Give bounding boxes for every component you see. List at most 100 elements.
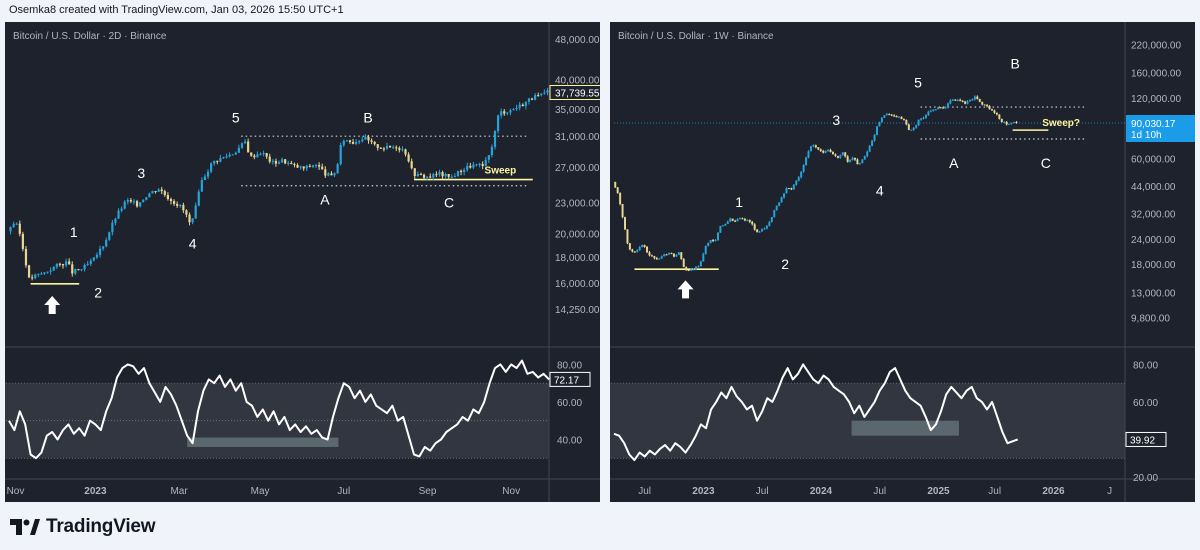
candle-body <box>324 169 327 176</box>
candle-body <box>939 107 942 109</box>
candle-body <box>873 134 876 141</box>
candle-body <box>807 151 810 158</box>
candle-body <box>83 264 86 270</box>
candle-body <box>780 197 783 203</box>
tradingview-logo[interactable]: TradingView <box>10 516 156 538</box>
tradingview-logo-icon <box>10 519 40 535</box>
candle-body <box>24 248 28 266</box>
candle-body <box>163 191 166 195</box>
candle-body <box>379 147 382 149</box>
candle-body <box>790 188 793 190</box>
candle-body <box>481 163 484 166</box>
candle-body <box>621 203 624 218</box>
candle-body <box>956 99 959 101</box>
candle-body <box>949 100 952 104</box>
candle-body <box>466 165 469 170</box>
time-tick-label: 2024 <box>810 486 833 497</box>
candle-body <box>407 154 410 162</box>
candle-body <box>506 112 509 114</box>
candle-body <box>675 254 678 257</box>
candle-body <box>765 225 768 229</box>
candle-body <box>345 140 348 142</box>
candle-body <box>234 152 237 155</box>
candle-body <box>944 107 947 109</box>
chart-panel-2d[interactable]: Bitcoin / U.S. Dollar · 2D · Binance 48,0… <box>5 22 600 502</box>
candle-body <box>633 251 636 253</box>
candle-body <box>296 164 299 168</box>
candle-body <box>398 148 401 150</box>
candle-body <box>1010 122 1013 124</box>
candle-body <box>959 99 962 101</box>
candle-body <box>834 154 837 156</box>
candle-body <box>822 151 825 153</box>
candle-body <box>388 145 392 148</box>
time-tick-label: Nov <box>502 486 520 497</box>
candle-body <box>699 261 702 267</box>
candle-body <box>27 265 31 278</box>
candle-body <box>902 119 905 121</box>
candle-body <box>805 157 808 165</box>
price-tick-label: 24,000.00 <box>1131 235 1176 246</box>
candle-body <box>308 165 311 167</box>
tradingview-wordmark: TradingView <box>46 516 156 537</box>
candle-body <box>15 223 18 225</box>
candle-body <box>210 163 213 172</box>
rsi-last-tag <box>1125 431 1167 447</box>
candle-body <box>89 260 92 264</box>
candle-body <box>277 162 281 164</box>
candle-body <box>253 155 256 158</box>
price-tick-label: 48,000.00 <box>555 35 600 46</box>
up-arrow-icon <box>677 280 694 299</box>
candle-body <box>900 116 903 120</box>
candle-body <box>40 273 43 275</box>
candle-body <box>628 243 631 250</box>
candle-body <box>932 109 935 111</box>
wave-label-3: 3 <box>137 165 145 181</box>
wave-label-4: 4 <box>876 182 884 198</box>
candle-body <box>102 246 105 249</box>
candle-body <box>814 145 817 148</box>
chart-panel-1w[interactable]: Bitcoin / U.S. Dollar · 1W · Binance 220,… <box>610 22 1195 502</box>
candle-body <box>139 202 142 207</box>
price-tick-label: 60,000.00 <box>1131 155 1176 166</box>
candle-body <box>812 145 815 147</box>
candle-body <box>250 152 253 156</box>
candle-body <box>527 98 531 102</box>
candle-body <box>31 277 34 279</box>
candle-body <box>968 100 971 102</box>
candle-body <box>46 271 49 273</box>
candle-body <box>954 99 957 101</box>
candle-body <box>890 114 893 116</box>
candle-body <box>753 224 756 230</box>
candle-body <box>80 269 83 271</box>
header-text: Osemka8 created with TradingView.com, Ja… <box>9 4 344 16</box>
candle-body <box>731 218 734 221</box>
candle-body <box>726 221 729 224</box>
candle-body <box>543 92 546 94</box>
btc-2d-chart[interactable]: Bitcoin / U.S. Dollar · 2D · Binance 48,0… <box>5 22 600 502</box>
last-price-value: 37,739.55 <box>555 88 600 99</box>
candle-body <box>21 233 24 249</box>
candle-body <box>924 115 927 118</box>
btc-1w-chart[interactable]: Bitcoin / U.S. Dollar · 1W · Binance 220,… <box>610 22 1195 502</box>
candle-body <box>441 172 444 177</box>
candle-body <box>734 220 737 222</box>
candle-body <box>917 119 920 126</box>
candle-body <box>920 118 923 120</box>
candle-body <box>660 256 663 259</box>
rsi-tick-label: 20.00 <box>1133 473 1158 484</box>
candle-body <box>863 156 866 160</box>
price-tick-label: 35,000.00 <box>555 105 600 116</box>
candle-body <box>724 223 727 226</box>
candle-body <box>206 171 210 177</box>
candle-body <box>946 103 949 108</box>
candle-body <box>937 107 940 110</box>
candle-body <box>905 119 908 125</box>
candle-body <box>876 126 879 135</box>
candle-body <box>367 136 370 141</box>
candle-body <box>880 117 883 122</box>
candle-body <box>364 136 367 140</box>
candle-body <box>274 160 278 164</box>
candle-body <box>934 109 937 111</box>
candle-body <box>907 124 910 130</box>
